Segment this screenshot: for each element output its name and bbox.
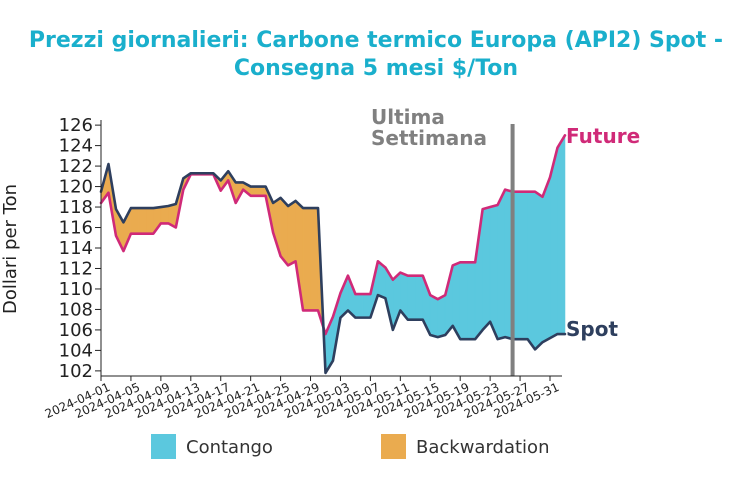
- spread-fill-segment: [482, 206, 491, 331]
- y-tick-label: 122: [59, 156, 93, 177]
- spot-end-label: Spot: [566, 317, 618, 341]
- legend-backwardation-label: Backwardation: [416, 437, 549, 458]
- spread-fill-segment: [429, 294, 439, 338]
- y-axis-label: Dollari per Ton: [0, 184, 21, 314]
- spread-fill-segment: [534, 191, 543, 351]
- y-tick-label: 108: [59, 299, 93, 320]
- legend-contango-label: Contango: [186, 437, 273, 458]
- y-tick-label: 126: [59, 115, 93, 136]
- spread-fill-segment: [407, 275, 416, 320]
- spread-fill-segment: [497, 189, 506, 340]
- spread-fill-segment: [414, 275, 424, 320]
- y-tick-label: 102: [59, 361, 93, 382]
- spread-fill-segment: [557, 134, 566, 335]
- spread-fill-segment: [459, 262, 468, 340]
- annotation-settimana: Settimana: [371, 126, 487, 150]
- y-tick-label: 112: [59, 258, 93, 279]
- spread-fill-segment: [287, 200, 296, 266]
- legend-contango-swatch: [151, 434, 176, 459]
- annotation-ultima: Ultima: [371, 105, 445, 129]
- spread-fill-segment: [467, 262, 476, 340]
- legend-backwardation-swatch: [381, 434, 406, 459]
- spread-fill-segment: [250, 186, 259, 197]
- y-tick-label: 104: [59, 340, 93, 361]
- spread-fill-segment: [130, 207, 139, 234]
- spread-fill-segment: [437, 294, 446, 338]
- plot-area: [99, 124, 567, 376]
- spread-fill-segment: [138, 207, 147, 234]
- y-tick-label: 110: [59, 279, 93, 300]
- spread-fill-segment: [145, 207, 154, 234]
- future-end-label: Future: [566, 124, 640, 148]
- spread-fill-segment: [542, 177, 551, 343]
- chart-title-line-1: Prezzi giornalieri: Carbone termico Euro…: [29, 28, 723, 53]
- spread-fill-segment: [519, 191, 528, 340]
- y-tick-label: 120: [59, 177, 93, 198]
- y-tick-label: 106: [59, 320, 93, 341]
- spread-fill-segment: [280, 197, 289, 267]
- y-tick-label: 116: [59, 218, 93, 239]
- spread-fill-segment: [160, 205, 169, 224]
- chart-title-line-2: Consegna 5 mesi $/Ton: [234, 56, 518, 81]
- spread-fill-segment: [355, 293, 364, 318]
- series-line-future: [99, 134, 567, 336]
- spread-fill-segment: [489, 204, 498, 340]
- y-tick-label: 124: [59, 136, 93, 157]
- spread-fill-segment: [257, 186, 266, 197]
- spread-fill-segment: [302, 207, 311, 311]
- spread-fill-segment: [527, 191, 536, 351]
- y-tick-label: 118: [59, 197, 93, 218]
- spread-fill-segment: [362, 293, 371, 318]
- y-tick-label: 114: [59, 238, 93, 259]
- legend: Contango Backwardation: [151, 434, 549, 459]
- spread-fill-segment: [310, 207, 319, 311]
- series-line-spot: [99, 162, 567, 375]
